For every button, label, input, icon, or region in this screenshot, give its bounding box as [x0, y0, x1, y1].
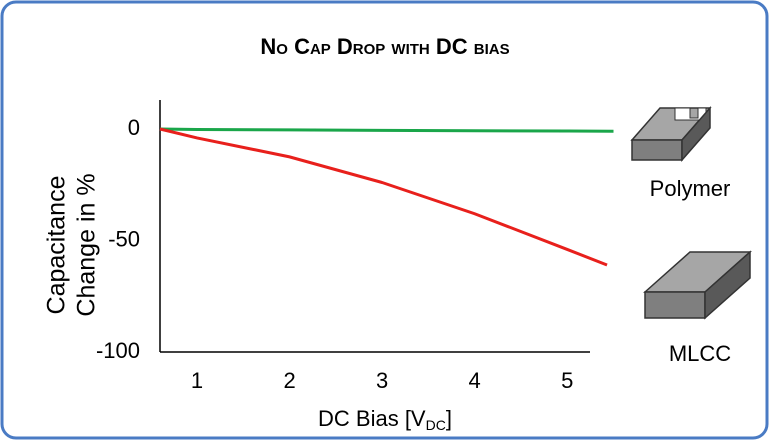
x-tick-label: 2	[283, 368, 295, 393]
x-tick-label: 3	[376, 368, 388, 393]
line-series	[159, 127, 614, 133]
polymer-icon	[630, 106, 712, 162]
x-axis-label-sub: DC	[426, 417, 446, 433]
legend-label: MLCC	[669, 341, 731, 366]
x-tick-label: 5	[561, 368, 573, 393]
y-tick-label: -100	[96, 338, 140, 363]
chart-title: No Cap Drop with DC bias	[260, 34, 509, 59]
legend-label: Polymer	[650, 176, 731, 201]
x-axis-label-end: ]	[446, 406, 452, 431]
y-tick-label: 0	[128, 115, 140, 140]
y-axis-label: Capacitance	[43, 176, 71, 315]
line-series	[159, 127, 608, 267]
y-tick-label: -50	[108, 226, 140, 251]
mlcc-icon	[643, 250, 752, 320]
y-axis-label: Change in %	[73, 173, 101, 316]
x-tick-label: 4	[469, 368, 481, 393]
x-axis-label-text: DC Bias [V	[318, 406, 426, 431]
x-axis-label: DC Bias [VDC]	[318, 406, 452, 433]
x-tick-label: 1	[191, 368, 203, 393]
